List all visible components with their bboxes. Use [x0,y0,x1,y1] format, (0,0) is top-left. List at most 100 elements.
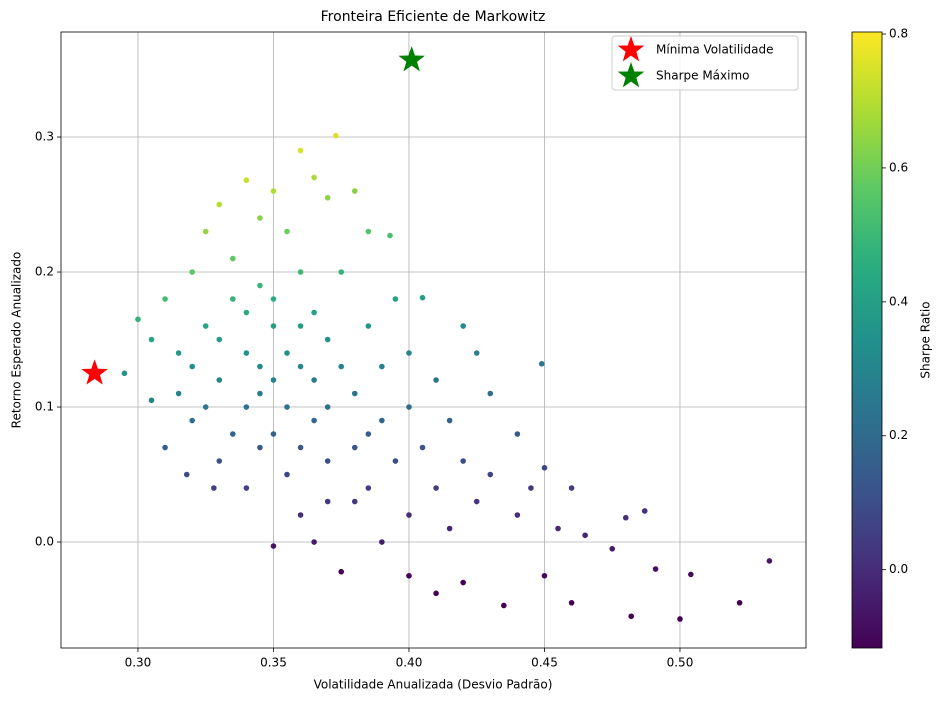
scatter-point [202,404,209,410]
scatter-point [351,498,358,505]
scatter-point [183,471,190,478]
scatter-point [175,390,182,397]
scatter-point [162,296,168,302]
colorbar-tick-label: 0.2 [889,428,908,442]
scatter-point [628,613,635,620]
scatter-point [568,485,575,491]
scatter-point [297,147,304,154]
scatter-point [473,350,480,356]
scatter-point [284,404,290,410]
scatter-point [230,431,236,437]
scatter-point [270,296,277,302]
x-axis-label: Volatilidade Anualizada (Desvio Padrão) [314,678,553,692]
scatter-point [216,377,223,383]
scatter-point [189,363,195,370]
scatter-point [446,417,453,424]
scatter-point [419,444,426,451]
scatter-point [270,377,277,383]
scatter-point [677,616,683,622]
scatter-point [148,397,155,404]
scatter-point [324,336,331,343]
scatter-point [487,471,494,478]
scatter-point [582,532,588,539]
scatter-point [297,444,304,451]
scatter-point [541,464,548,471]
scatter-point [162,444,168,451]
scatter-point [641,508,648,514]
scatter-point [257,363,263,370]
scatter-point [406,404,412,410]
scatter-point [216,201,223,208]
colorbar-tick-label: 0.6 [889,160,908,174]
scatter-point [311,309,317,316]
scatter-point [121,370,128,377]
legend-box [611,35,799,91]
scatter-point [297,512,304,518]
scatter-point [392,296,399,302]
colorbar-tick-label: 0.0 [889,562,908,576]
scatter-point [257,215,263,221]
scatter-point [284,471,290,478]
scatter-point [387,232,393,239]
scatter-point [257,282,263,289]
colorbar [851,31,883,649]
chart-title: Fronteira Eficiente de Markowitz [321,9,546,25]
legend: Mínima Volatilidade Sharpe Máximo [611,35,799,91]
scatter-point [270,431,277,437]
y-tick-label: 0.3 [35,130,54,144]
scatter-point [311,377,317,383]
y-tick-label: 0.1 [35,400,54,414]
plot-frame [60,31,807,649]
scatter-point [528,485,534,491]
scatter-point [351,188,358,194]
scatter-point [365,485,372,491]
scatter-point [379,539,385,545]
scatter-point [622,514,629,521]
scatter-point [243,404,250,410]
scatter-point [766,558,773,564]
scatter-point [216,458,223,464]
scatter-point [433,377,439,383]
scatter-point [311,539,317,545]
scatter-point [257,444,263,451]
scatter-point [297,269,304,275]
scatter-point [555,525,561,532]
scatter-point [324,498,331,505]
x-tick-label: 0.45 [531,656,558,670]
x-tick-label: 0.30 [125,656,152,670]
colorbar-tick-label: 0.4 [889,294,908,308]
scatter-point [609,545,616,552]
y-tick-label: 0.2 [35,265,54,279]
y-axis-label: Retorno Esperado Anualizado [10,252,24,429]
scatter-point [175,350,182,356]
scatter-point [338,363,345,370]
scatter-point [243,485,250,491]
scatter-point [230,255,236,262]
scatter-point [406,572,412,579]
legend-marker [617,62,645,88]
scatter-point [351,390,358,397]
scatter-point [211,485,217,491]
scatter-point [243,309,250,316]
scatter-point [433,485,439,491]
colorbar-tick-label: 0.8 [889,27,908,41]
scatter-point [284,350,290,356]
scatter-point [297,363,304,370]
scatter-point [243,350,250,356]
scatter-point [514,431,521,437]
scatter-point [333,132,339,139]
scatter-point [406,350,412,356]
scatter-point [487,390,494,397]
scatter-point [324,458,331,464]
scatter-point [473,498,480,505]
scatter-point [460,323,466,329]
scatter-point [433,590,439,597]
scatter-point [338,568,345,575]
scatter-point [202,228,209,235]
scatter-point [135,316,141,323]
scatter-point [392,458,399,464]
scatter-point [270,543,277,549]
scatter-point [365,431,372,437]
scatter-point [311,417,317,424]
